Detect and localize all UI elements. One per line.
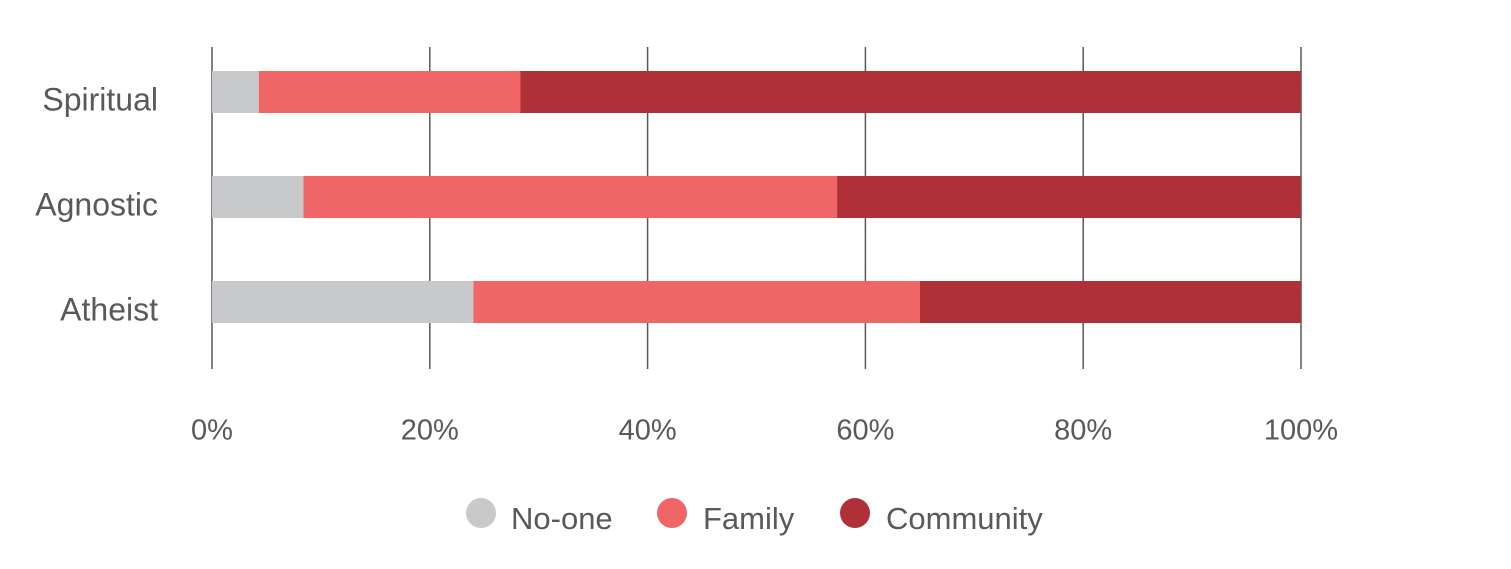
- x-tick-label: 100%: [1264, 415, 1338, 447]
- x-tick-label: 80%: [1054, 415, 1112, 447]
- x-axis-tick-labels: 0% 20% 40% 60% 80% 100%: [191, 415, 1338, 447]
- legend: No-one Family Community: [466, 498, 1043, 536]
- bar-family-agnostic: [303, 176, 838, 218]
- category-label: Spiritual: [42, 81, 158, 117]
- bar-no-one-agnostic: [212, 176, 304, 218]
- legend-swatch-community: [840, 498, 870, 528]
- x-tick-label: 60%: [836, 415, 894, 447]
- x-tick-label: 40%: [619, 415, 677, 447]
- bar-community-agnostic: [837, 176, 1301, 218]
- legend-swatch-no-one: [466, 498, 496, 528]
- category-labels: Spiritual Agnostic Atheist: [35, 81, 158, 327]
- category-label: Agnostic: [35, 186, 158, 222]
- category-label: Atheist: [60, 291, 158, 327]
- legend-label: No-one: [511, 501, 613, 536]
- x-tick-label: 0%: [191, 415, 233, 447]
- x-tick-label: 20%: [401, 415, 459, 447]
- legend-swatch-family: [657, 498, 687, 528]
- bar-family-atheist: [473, 281, 920, 323]
- bar-no-one-spiritual: [212, 71, 259, 113]
- bar-no-one-atheist: [212, 281, 474, 323]
- bars: [212, 71, 1301, 323]
- legend-label: Community: [886, 501, 1043, 536]
- bar-community-spiritual: [520, 71, 1301, 113]
- bar-community-atheist: [919, 281, 1301, 323]
- legend-label: Family: [703, 501, 795, 536]
- bar-family-spiritual: [258, 71, 521, 113]
